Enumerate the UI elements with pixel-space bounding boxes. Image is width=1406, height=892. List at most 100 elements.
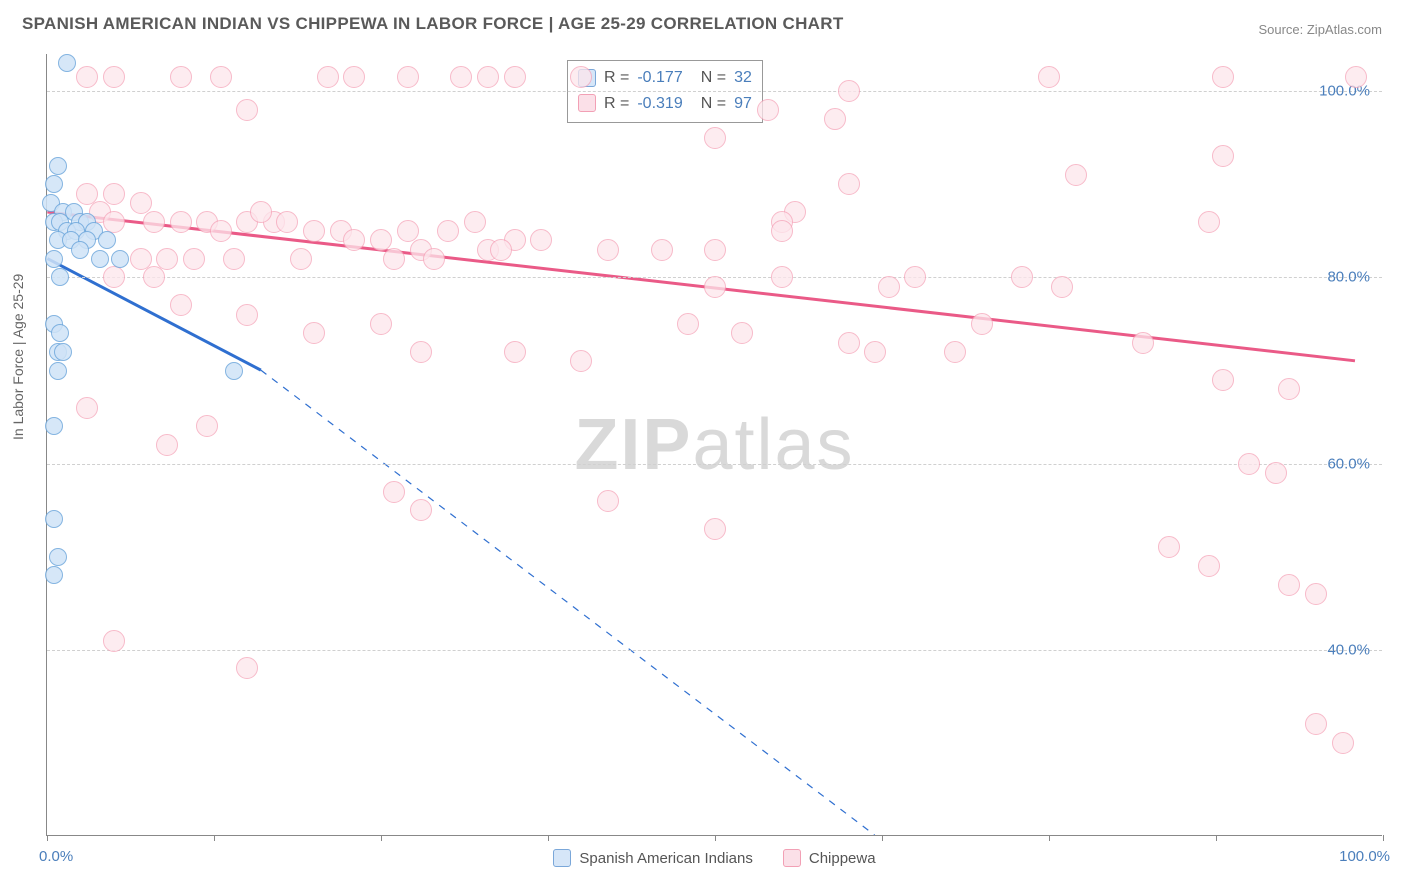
bottom-legend: Spanish American Indians Chippewa — [47, 849, 1382, 867]
n-value: 32 — [734, 65, 752, 91]
x-tick — [548, 835, 549, 841]
data-point-b — [423, 248, 445, 270]
data-point-a — [51, 324, 69, 342]
n-value: 97 — [734, 91, 752, 117]
data-point-b — [370, 313, 392, 335]
data-point-b — [76, 66, 98, 88]
data-point-b — [597, 239, 619, 261]
data-point-b — [450, 66, 472, 88]
data-point-b — [944, 341, 966, 363]
data-point-b — [731, 322, 753, 344]
data-point-b — [1278, 574, 1300, 596]
data-point-b — [1011, 266, 1033, 288]
gridline — [47, 650, 1382, 651]
source-link[interactable]: ZipAtlas.com — [1307, 22, 1382, 37]
data-point-b — [477, 66, 499, 88]
source-attribution: Source: ZipAtlas.com — [1258, 22, 1382, 37]
trend-lines — [47, 54, 1382, 835]
data-point-b — [651, 239, 673, 261]
data-point-b — [864, 341, 886, 363]
legend-item-b[interactable]: Chippewa — [783, 849, 876, 867]
legend-label: Spanish American Indians — [579, 850, 752, 867]
data-point-b — [1051, 276, 1073, 298]
data-point-b — [570, 350, 592, 372]
r-label: R = — [604, 65, 629, 91]
data-point-b — [76, 397, 98, 419]
data-point-b — [156, 248, 178, 270]
data-point-b — [1212, 369, 1234, 391]
r-value: -0.177 — [637, 65, 682, 91]
data-point-b — [236, 99, 258, 121]
data-point-b — [490, 239, 512, 261]
n-label: N = — [701, 65, 726, 91]
data-point-b — [1238, 453, 1260, 475]
data-point-b — [383, 248, 405, 270]
data-point-b — [530, 229, 552, 251]
y-tick-label: 40.0% — [1327, 641, 1370, 658]
x-tick — [1049, 835, 1050, 841]
data-point-b — [878, 276, 900, 298]
data-point-b — [504, 341, 526, 363]
data-point-b — [317, 66, 339, 88]
y-tick-label: 60.0% — [1327, 455, 1370, 472]
source-prefix: Source: — [1258, 22, 1306, 37]
data-point-a — [49, 157, 67, 175]
data-point-b — [210, 220, 232, 242]
gridline — [47, 91, 1382, 92]
data-point-a — [54, 343, 72, 361]
data-point-a — [71, 241, 89, 259]
data-point-b — [156, 434, 178, 456]
legend-swatch — [578, 94, 596, 112]
data-point-b — [383, 481, 405, 503]
watermark: ZIPatlas — [574, 404, 854, 486]
data-point-b — [290, 248, 312, 270]
data-point-b — [1265, 462, 1287, 484]
data-point-a — [98, 231, 116, 249]
legend-swatch — [783, 849, 801, 867]
data-point-b — [143, 266, 165, 288]
data-point-b — [170, 211, 192, 233]
data-point-a — [49, 548, 67, 566]
data-point-b — [971, 313, 993, 335]
data-point-b — [464, 211, 486, 233]
r-value: -0.319 — [637, 91, 682, 117]
data-point-b — [771, 220, 793, 242]
data-point-b — [143, 211, 165, 233]
chart-title: SPANISH AMERICAN INDIAN VS CHIPPEWA IN L… — [22, 14, 844, 34]
legend-swatch — [553, 849, 571, 867]
data-point-b — [1212, 66, 1234, 88]
data-point-b — [504, 66, 526, 88]
data-point-b — [838, 332, 860, 354]
stats-row-b: R = -0.319N = 97 — [578, 91, 752, 117]
watermark-atlas: atlas — [692, 405, 854, 485]
data-point-b — [704, 518, 726, 540]
data-point-b — [904, 266, 926, 288]
data-point-a — [45, 510, 63, 528]
data-point-a — [45, 566, 63, 584]
y-tick-label: 80.0% — [1327, 269, 1370, 286]
r-label: R = — [604, 91, 629, 117]
data-point-b — [704, 276, 726, 298]
data-point-b — [437, 220, 459, 242]
data-point-b — [1305, 583, 1327, 605]
data-point-b — [103, 630, 125, 652]
data-point-b — [1198, 555, 1220, 577]
legend-item-a[interactable]: Spanish American Indians — [553, 849, 752, 867]
gridline — [47, 464, 1382, 465]
data-point-b — [1198, 211, 1220, 233]
data-point-b — [183, 248, 205, 270]
data-point-b — [1305, 713, 1327, 735]
data-point-b — [1038, 66, 1060, 88]
data-point-b — [397, 66, 419, 88]
data-point-b — [677, 313, 699, 335]
data-point-a — [58, 54, 76, 72]
x-tick — [381, 835, 382, 841]
data-point-b — [103, 66, 125, 88]
data-point-b — [276, 211, 298, 233]
data-point-b — [103, 266, 125, 288]
data-point-b — [1212, 145, 1234, 167]
y-axis-title: In Labor Force | Age 25-29 — [10, 274, 26, 440]
x-tick — [214, 835, 215, 841]
data-point-b — [1332, 732, 1354, 754]
data-point-b — [1345, 66, 1367, 88]
